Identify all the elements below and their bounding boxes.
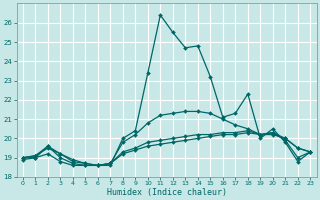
X-axis label: Humidex (Indice chaleur): Humidex (Indice chaleur) [107, 188, 227, 197]
